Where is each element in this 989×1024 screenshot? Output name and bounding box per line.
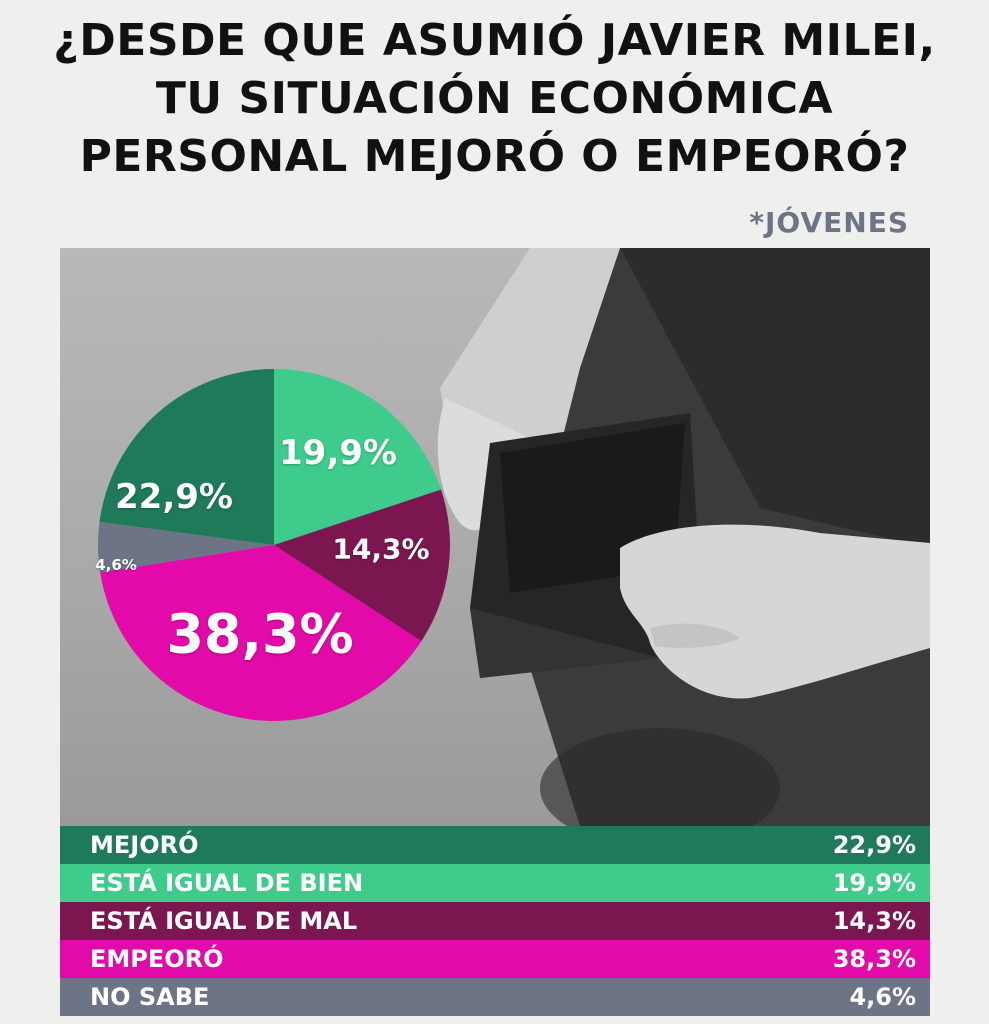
legend-value: 14,3% <box>832 907 916 935</box>
pie-label-mejoro: 22,9% <box>115 477 233 517</box>
pie-label-igual-mal: 14,3% <box>332 532 430 566</box>
legend-value: 19,9% <box>832 869 916 897</box>
pie-slice-mejoro <box>99 369 274 545</box>
legend-row-no-sabe: NO SABE 4,6% <box>60 978 930 1016</box>
pie-slice-igual-bien <box>274 369 442 545</box>
pie-label-igual-bien: 19,9% <box>279 433 397 473</box>
legend-row-igual-mal: ESTÁ IGUAL DE MAL 14,3% <box>60 902 930 940</box>
legend-row-mejoro: MEJORÓ 22,9% <box>60 826 930 864</box>
legend-table: MEJORÓ 22,9% ESTÁ IGUAL DE BIEN 19,9% ES… <box>60 826 930 1016</box>
title-line-3: PERSONAL MEJORÓ O EMPEORÓ? <box>79 131 910 182</box>
title-line-2: TU SITUACIÓN ECONÓMICA <box>155 73 834 124</box>
empty-wallet-illustration <box>437 248 930 826</box>
pie-label-no-sabe: 4,6% <box>95 556 137 574</box>
legend-label: EMPEORÓ <box>90 945 224 973</box>
pie-chart-svg <box>98 369 450 721</box>
legend-row-igual-bien: ESTÁ IGUAL DE BIEN 19,9% <box>60 864 930 902</box>
title-line-1: ¿DESDE QUE ASUMIÓ JAVIER MILEI, <box>53 15 936 66</box>
legend-value: 22,9% <box>832 831 916 859</box>
empty-wallet-photo <box>60 248 930 826</box>
legend-label: ESTÁ IGUAL DE MAL <box>90 907 358 935</box>
legend-label: ESTÁ IGUAL DE BIEN <box>90 869 364 897</box>
legend-value: 38,3% <box>832 945 916 973</box>
legend-label: NO SABE <box>90 983 210 1011</box>
legend-label: MEJORÓ <box>90 831 199 859</box>
legend-value: 4,6% <box>849 983 916 1011</box>
pie-label-empeoro: 38,3% <box>166 602 354 666</box>
pie-slice-no-sabe <box>98 521 274 573</box>
legend-row-empeoro: EMPEORÓ 38,3% <box>60 940 930 978</box>
chart-title: ¿DESDE QUE ASUMIÓ JAVIER MILEI, TU SITUA… <box>0 12 989 186</box>
pie-slice-empeoro <box>100 545 422 721</box>
pie-slice-igual-mal <box>274 489 450 642</box>
chart-subtitle: *JÓVENES <box>749 206 909 239</box>
pie-chart: 22,9% 19,9% 14,3% 38,3% 4,6% <box>95 367 452 723</box>
